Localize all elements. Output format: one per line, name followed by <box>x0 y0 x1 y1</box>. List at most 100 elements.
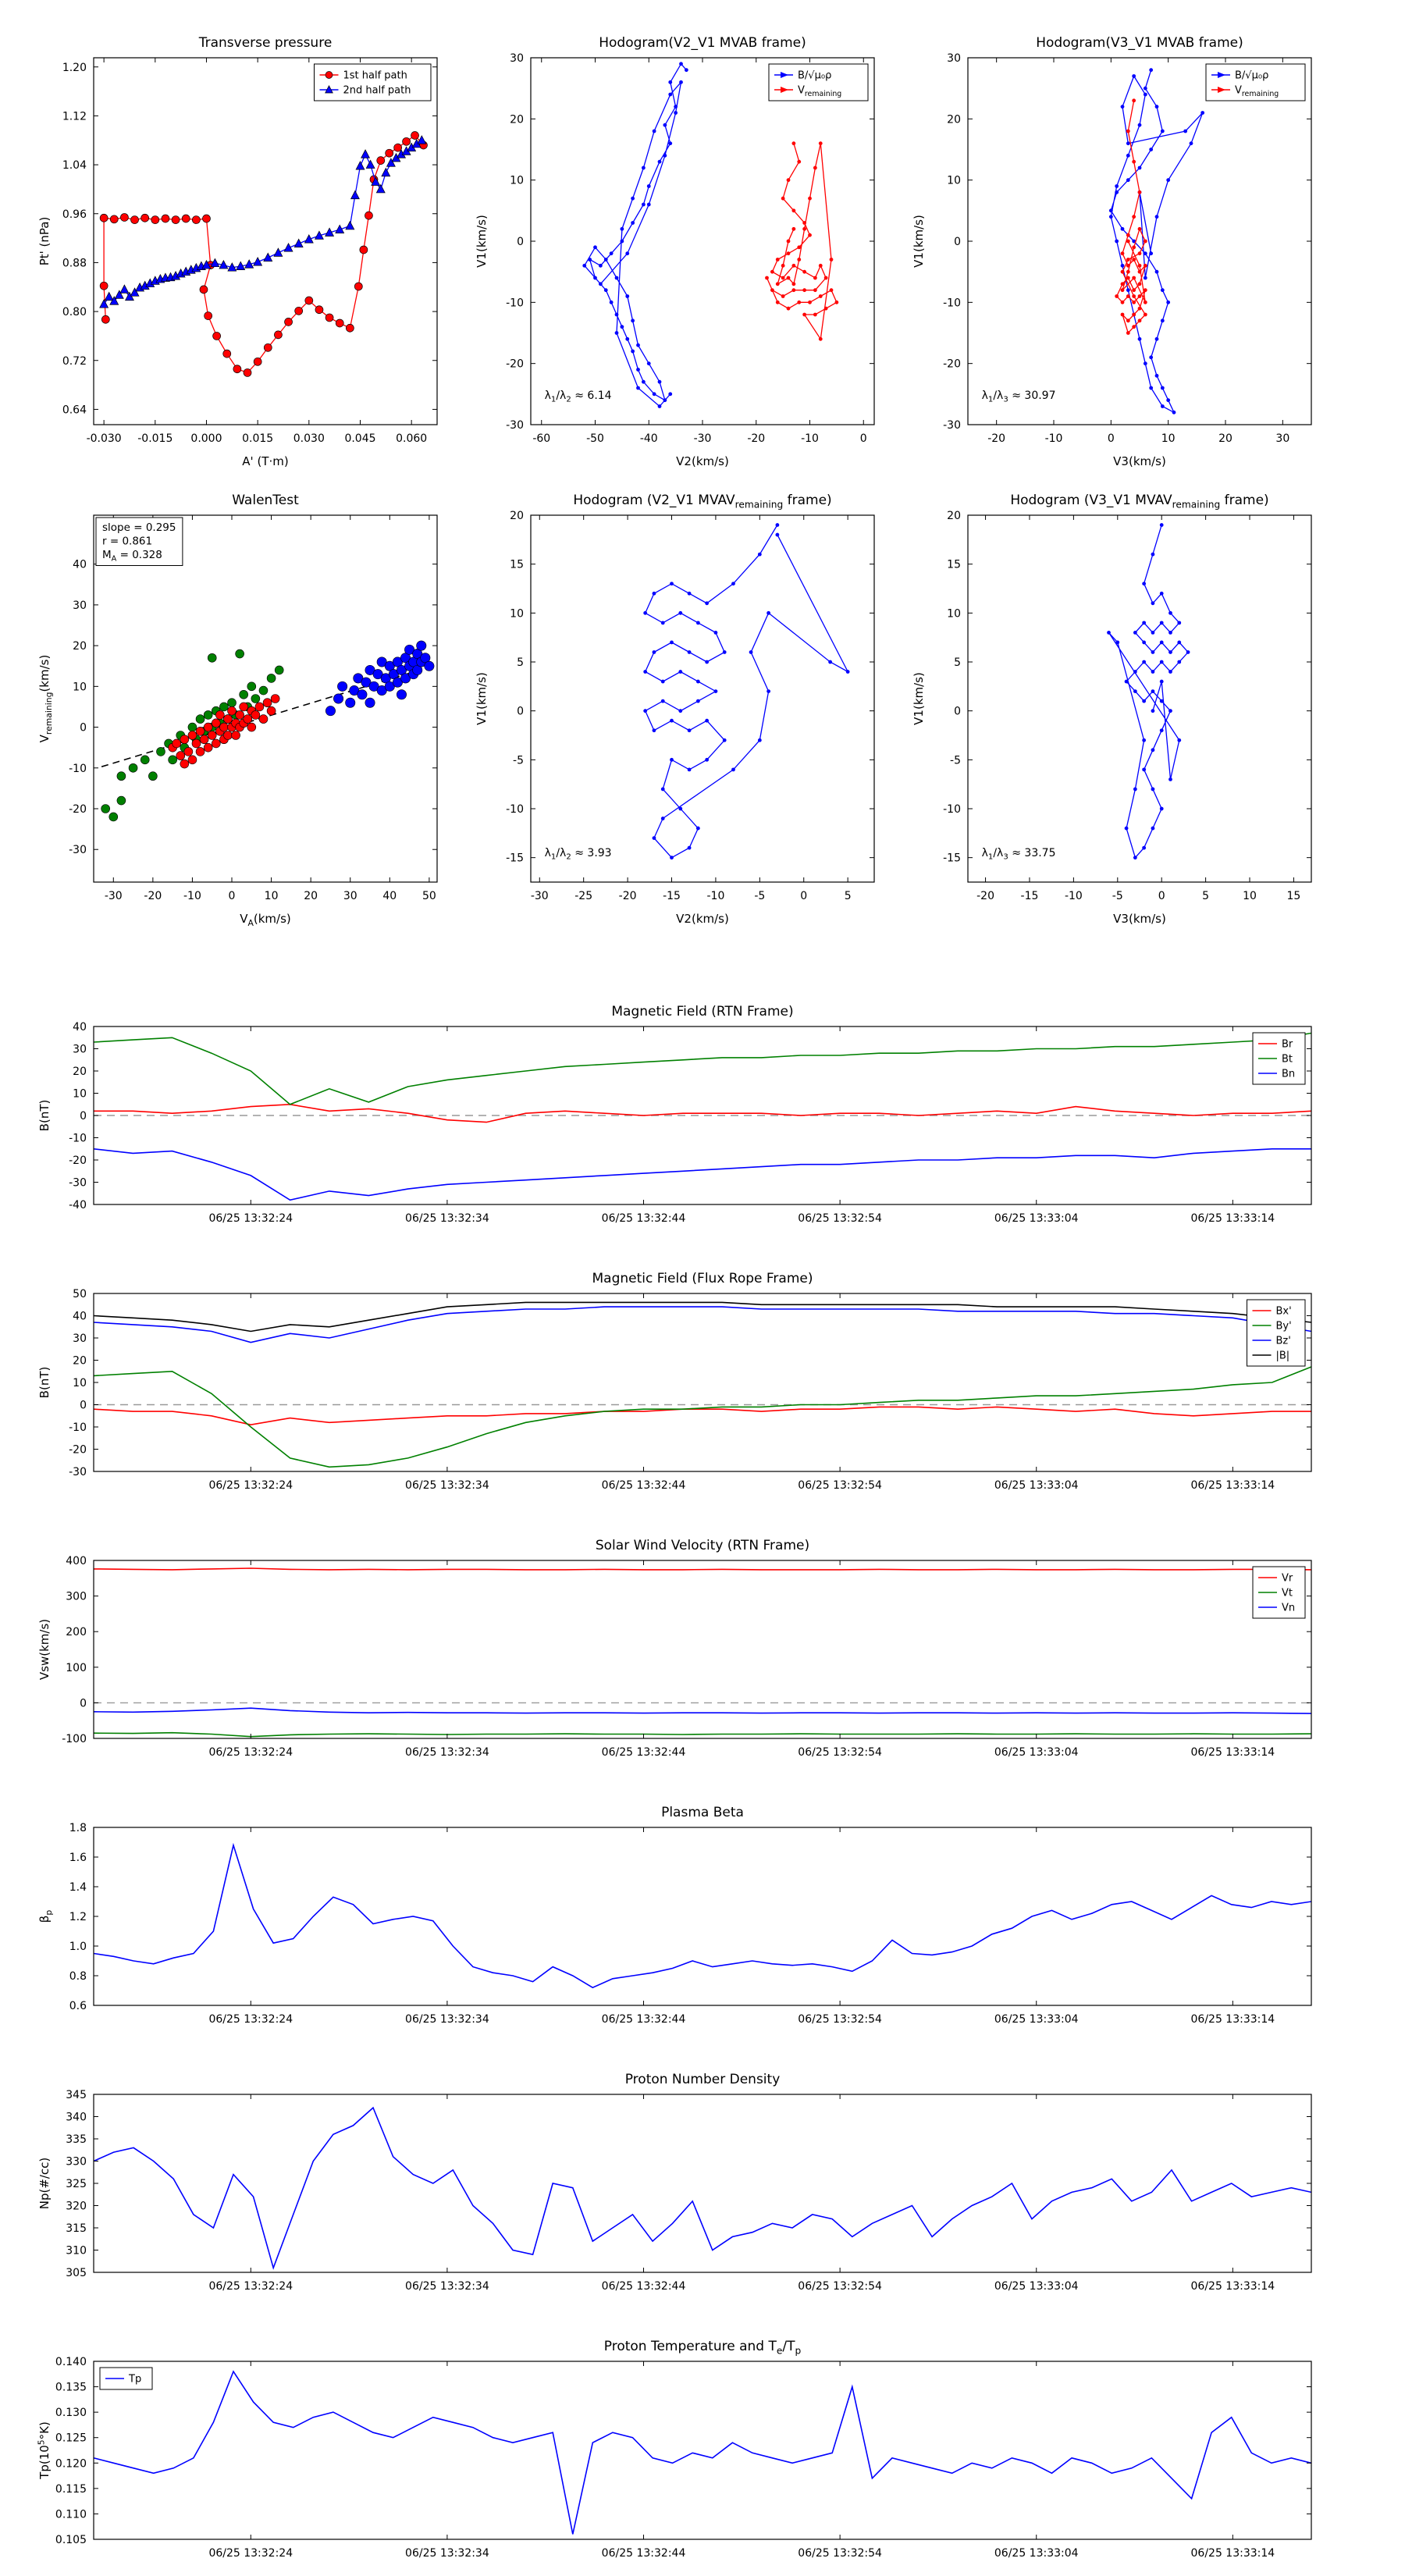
y-tick-label: 0.8 <box>69 1970 87 1983</box>
chart-title: WalenTest <box>232 493 299 508</box>
y-tick-label: 1.4 <box>69 1881 87 1894</box>
y-tick-label: 30 <box>73 1044 87 1056</box>
chart-title: Hodogram(V2_V1 MVAB frame) <box>599 35 806 51</box>
y-tick-label: 1.8 <box>69 1822 87 1834</box>
x-tick-label: -40 <box>640 432 658 445</box>
x-tick-label: 06/25 13:32:54 <box>798 2547 882 2560</box>
proton-density-svg: 06/25 13:32:24 06/25 13:32:34 06/25 13:32:… <box>37 2072 1312 2293</box>
chart-title: Transverse pressure <box>198 35 333 51</box>
legend-label: Bn <box>1282 1069 1295 1080</box>
y-axis-label: B(nT) <box>37 1100 52 1132</box>
y-tick-label: 0.115 <box>55 2483 87 2496</box>
x-tick-label: 06/25 13:32:24 <box>208 2280 293 2293</box>
y-tick-label: 1.2 <box>69 1911 87 1923</box>
series-v-remaining <box>1115 98 1147 335</box>
series-v-remaining-path <box>643 523 850 860</box>
y-tick-label: 10 <box>73 1377 87 1389</box>
chart-title: Hodogram (V3_V1 MVAVremaining frame) <box>1010 493 1268 510</box>
x-tick-label: -20 <box>619 890 637 902</box>
legend-label: Br <box>1282 1039 1293 1051</box>
y-tick-label: 15 <box>947 559 961 571</box>
series--b- <box>94 1301 1311 1332</box>
x-tick-label: 50 <box>422 890 436 902</box>
legend: Br Bt Bn <box>1252 1032 1306 1085</box>
series-1st-half-path <box>99 131 428 377</box>
x-tick-label: -10 <box>1045 432 1063 445</box>
x-tick-label: 06/25 13:33:04 <box>994 2280 1079 2293</box>
stats-line: slope = 0.295 <box>102 521 176 534</box>
chart-hodogram-v3v1-mvav: -20 -15 -10 -5 0 5 10 15 -15 -10 -5 0 5 10 15 20 Hodogra… <box>894 476 1346 937</box>
x-axis-label: A' (T·m) <box>242 454 288 468</box>
x-tick-label: 06/25 13:32:34 <box>405 2013 489 2026</box>
y-tick-label: -40 <box>69 1199 87 1212</box>
y-tick-label: -20 <box>69 803 87 816</box>
chart-title: Hodogram (V2_V1 MVAVremaining frame) <box>573 493 831 510</box>
y-tick-label: -20 <box>69 1155 87 1167</box>
y-tick-label: 5 <box>517 656 524 669</box>
y-tick-label: -15 <box>506 852 524 865</box>
y-tick-label: -30 <box>69 1466 87 1478</box>
y-tick-label: 10 <box>510 175 524 187</box>
x-axis-label: V3(km/s) <box>1113 454 1166 468</box>
y-tick-label: 0.110 <box>55 2508 87 2521</box>
y-tick-label: 0.88 <box>62 257 87 269</box>
y-tick-label: -10 <box>943 297 961 309</box>
x-tick-label: 06/25 13:32:24 <box>208 2547 293 2560</box>
x-tick-label: 06/25 13:32:34 <box>405 2280 489 2293</box>
x-tick-label: -20 <box>747 432 765 445</box>
x-tick-label: -15 <box>663 890 681 902</box>
y-tick-label: 0 <box>80 1697 87 1710</box>
y-axis-label: V1(km/s) <box>475 215 489 268</box>
x-axis-label: V3(km/s) <box>1113 912 1166 926</box>
x-tick-label: 0.030 <box>293 432 325 445</box>
x-axis-label: VA(km/s) <box>240 912 291 928</box>
x-tick-label: 40 <box>382 890 397 902</box>
y-tick-label: 40 <box>73 1021 87 1034</box>
x-tick-label: -10 <box>706 890 724 902</box>
y-tick-label: 40 <box>73 559 87 571</box>
series-beta-p <box>94 1842 1311 1989</box>
plot-border <box>530 514 875 883</box>
legend-label: |B| <box>1276 1350 1290 1362</box>
chart-proton-temperature: 06/25 13:32:24 06/25 13:32:34 06/25 13:32:… <box>20 2322 1346 2576</box>
chart-walen-test: -30 -20 -10 0 10 20 30 40 50 -30 -20 -10 0 10 20 30 40 Wa… <box>20 476 472 937</box>
y-tick-label: -20 <box>69 1444 87 1457</box>
y-tick-label: -10 <box>943 803 961 816</box>
y-axis-label: Vsw(km/s) <box>37 1619 52 1680</box>
y-tick-label: 1.04 <box>62 159 87 172</box>
plot-border <box>967 514 1312 883</box>
y-tick-label: 0.135 <box>55 2382 87 2394</box>
x-tick-label: 5 <box>1202 890 1209 902</box>
y-axis-label: V1(km/s) <box>912 672 926 725</box>
y-tick-label: 1.6 <box>69 1852 87 1864</box>
y-tick-label: 0.120 <box>55 2457 87 2470</box>
y-tick-label: 0.72 <box>62 355 87 368</box>
plot-border <box>93 57 438 425</box>
x-tick-label: 06/25 13:32:24 <box>208 1746 293 1759</box>
series-b-over-sqrt-mu0-rho <box>1108 68 1205 415</box>
y-tick-label: 20 <box>73 1355 87 1368</box>
stats-line: MA = 0.328 <box>102 549 162 563</box>
stats-box <box>95 517 183 566</box>
legend: 1st half path 2nd half path <box>314 63 432 101</box>
legend-label: Bz' <box>1276 1336 1291 1347</box>
x-tick-label: -30 <box>105 890 123 902</box>
y-tick-label: 1.0 <box>69 1941 87 1953</box>
legend: B/√μ₀ρ Vremaining <box>768 63 869 101</box>
chart-title: Proton Number Density <box>625 2072 781 2087</box>
y-tick-label: 10 <box>73 1088 87 1101</box>
y-tick-label: 0 <box>80 722 87 735</box>
y-tick-label: 20 <box>947 113 961 126</box>
x-tick-label: 06/25 13:32:54 <box>798 2013 882 2026</box>
chart-title: Solar Wind Velocity (RTN Frame) <box>596 1538 809 1553</box>
x-tick-label: 0 <box>860 432 867 445</box>
hodogram-v2v1-mvab-svg: -60 -50 -40 -30 -20 -10 0 -30 -20 -10 0 10 20 30 Hodog… <box>475 35 875 468</box>
y-tick-label: 325 <box>66 2178 87 2190</box>
plot-border <box>93 514 438 883</box>
x-tick-label: -20 <box>976 890 994 902</box>
x-tick-label: 06/25 13:33:14 <box>1191 2547 1275 2560</box>
series-bn <box>94 1148 1311 1201</box>
legend-label: Tp <box>128 2374 141 2386</box>
y-tick-label: 335 <box>66 2133 87 2146</box>
